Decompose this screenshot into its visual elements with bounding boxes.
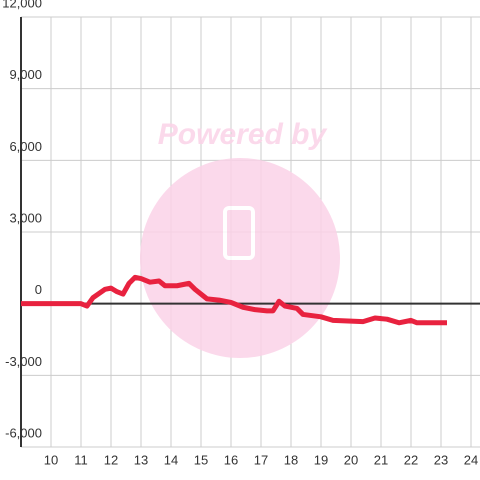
watermark: Powered by [140, 118, 340, 358]
data-line [21, 274, 447, 326]
y-tick-label: -6,000 [5, 425, 42, 440]
y-tick-label: 3,000 [9, 210, 42, 225]
x-tick-label: 11 [74, 452, 88, 467]
x-tick-label: 15 [194, 452, 208, 467]
x-tick-label: 13 [134, 452, 148, 467]
y-tick-label: -3,000 [5, 354, 42, 369]
x-tick-label: 18 [284, 452, 298, 467]
x-tick-label: 17 [254, 452, 268, 467]
x-tick-label: 19 [314, 452, 328, 467]
y-tick-label: 9,000 [9, 67, 42, 82]
x-tick-label: 12 [104, 452, 118, 467]
x-tick-label: 16 [224, 452, 238, 467]
x-tick-label: 10 [44, 452, 58, 467]
watermark-icon [223, 206, 255, 260]
x-tick-label: 23 [434, 452, 448, 467]
x-tick-label: 14 [164, 452, 178, 467]
x-tick-label: 22 [404, 452, 418, 467]
watermark-text: Powered by [158, 118, 328, 151]
x-tick-label: 20 [344, 452, 358, 467]
x-tick-label: 24 [464, 452, 478, 467]
y-tick-label: 0 [35, 282, 42, 297]
x-tick-label: 21 [374, 452, 388, 467]
y-tick-label: 6,000 [9, 139, 42, 154]
y-tick-label: 12,000 [2, 0, 42, 10]
